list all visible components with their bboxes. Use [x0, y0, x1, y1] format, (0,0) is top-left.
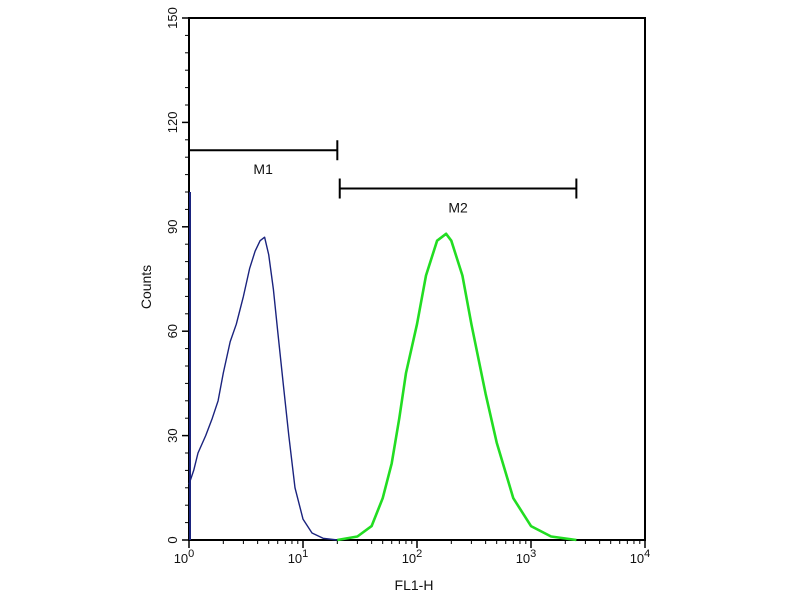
y-tick-label: 30 — [165, 428, 180, 442]
y-tick-label: 90 — [165, 220, 180, 234]
y-tick-label: 120 — [165, 112, 180, 134]
y-tick-label: 60 — [165, 324, 180, 338]
x-tick-label: 103 — [516, 548, 537, 566]
control-histogram-line — [188, 236, 338, 541]
y-tick-label: 0 — [165, 536, 180, 543]
sample-histogram-line — [337, 232, 577, 542]
y-axis-label: Counts — [138, 265, 154, 309]
x-tick-label: 102 — [402, 548, 423, 566]
x-tick-label: 104 — [630, 548, 651, 566]
x-axis-label: FL1-H — [395, 577, 434, 593]
marker-label: M2 — [448, 200, 468, 216]
y-tick-label: 150 — [165, 7, 180, 29]
plot-area: 0 30 60 90 120 150 100 101 102 103 104 M1 M2 — [165, 7, 650, 566]
marker-label: M1 — [253, 161, 273, 177]
x-tick-label: 101 — [288, 548, 309, 566]
x-tick-label: 100 — [174, 548, 195, 566]
